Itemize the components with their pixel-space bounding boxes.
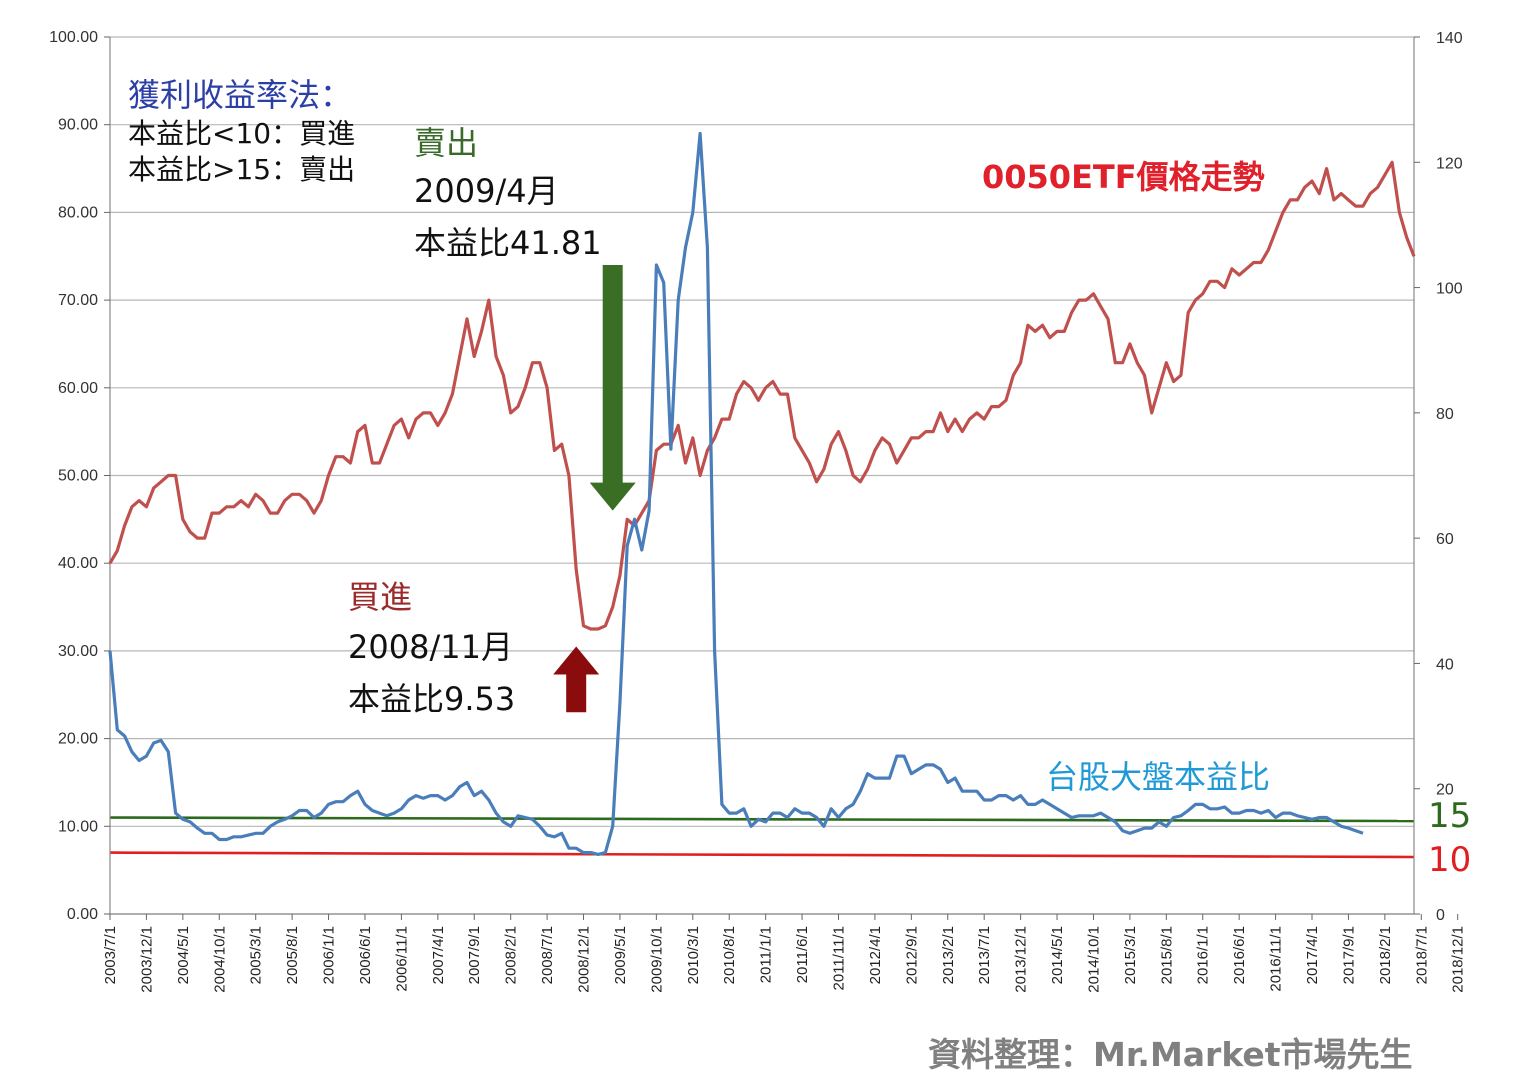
x-tick-label: 2018/2/1	[1377, 926, 1394, 984]
x-tick-label: 2008/7/1	[539, 926, 556, 984]
x-tick-label: 2017/4/1	[1304, 926, 1321, 984]
reference-lines	[109, 816, 1415, 859]
x-tick-label: 2012/9/1	[903, 926, 920, 984]
x-tick-label: 2010/3/1	[685, 926, 702, 984]
x-tick-label: 2003/12/1	[138, 926, 155, 993]
y-left-tick-label: 80.00	[58, 204, 98, 221]
y-right-tick-label: 0	[1436, 907, 1445, 924]
rule-buy-text: 本益比<10：買進	[128, 117, 356, 150]
x-tick-label: 2011/11/1	[830, 926, 847, 991]
x-tick-label: 2010/8/1	[721, 926, 738, 984]
x-tick-label: 2006/11/1	[393, 926, 410, 992]
x-tick-label: 2005/3/1	[248, 926, 265, 984]
x-tick-label: 2014/10/1	[1085, 926, 1102, 993]
source-credit: 資料整理：Mr.Market市場先生	[928, 1035, 1413, 1074]
x-tick-label: 2017/9/1	[1340, 926, 1357, 984]
x-tick-label: 2016/6/1	[1231, 926, 1248, 984]
y-right-tick-label: 40	[1436, 656, 1454, 673]
x-tick-label: 2005/8/1	[284, 926, 301, 984]
x-tick-label: 2016/11/1	[1268, 926, 1285, 992]
x-tick-label: 2018/12/1	[1450, 926, 1467, 993]
x-tick-label: 2004/10/1	[211, 926, 228, 993]
sell-arrow	[589, 265, 636, 511]
ref-line-10-label: 10	[1428, 840, 1472, 880]
x-tick-label: 2008/2/1	[503, 926, 520, 984]
y-left-tick-label: 100.00	[49, 29, 98, 46]
x-tick-label: 2006/1/1	[321, 926, 338, 984]
etf-series-label: 0050ETF價格走勢	[982, 158, 1265, 196]
y-left-tick-label: 10.00	[58, 818, 98, 835]
x-tick-label: 2016/1/1	[1195, 926, 1212, 984]
y-left-tick-label: 60.00	[58, 380, 98, 397]
x-tick-label: 2015/3/1	[1122, 926, 1139, 984]
buy-arrow	[553, 646, 600, 713]
x-tick-label: 2008/12/1	[576, 926, 593, 993]
x-tick-label: 2015/8/1	[1158, 926, 1175, 984]
pe-series-label: 台股大盤本益比	[1046, 758, 1271, 796]
x-tick-label: 2011/6/1	[794, 926, 811, 983]
x-tick-label: 2018/7/1	[1413, 926, 1430, 984]
x-tick-label: 2014/5/1	[1049, 926, 1066, 984]
x-tick-label: 2007/4/1	[430, 926, 447, 984]
buy-pe: 本益比9.53	[348, 680, 516, 718]
y-right-tick-label: 20	[1436, 782, 1454, 799]
y-right-tick-label: 140	[1436, 30, 1463, 47]
y-left-tick-label: 50.00	[58, 468, 98, 485]
buy-title: 買進	[348, 578, 413, 616]
y-left-tick-label: 30.00	[58, 643, 98, 660]
sell-pe: 本益比41.81	[414, 224, 602, 262]
x-tick-label: 2009/10/1	[648, 926, 665, 993]
x-tick-label: 2013/7/1	[976, 926, 993, 984]
y-left-tick-label: 20.00	[58, 731, 98, 748]
x-tick-label: 2009/5/1	[612, 926, 629, 984]
sell-title: 賣出	[414, 124, 479, 162]
ref-line-15-label: 15	[1428, 796, 1472, 836]
y-axis-left-ticks: 0.00 10.00 20.00 30.00 40.00 50.00 60.00 70.00 8…	[49, 29, 110, 923]
arrows	[553, 265, 636, 713]
x-tick-label: 2011/1/1	[758, 926, 775, 983]
y-right-tick-label: 100	[1436, 281, 1463, 298]
y-axis-right-ticks: 0 20 40 60 80 100 120 140	[1414, 30, 1463, 924]
etf-price-line	[108, 160, 1416, 631]
pe-ratio-line	[108, 131, 1364, 856]
x-tick-label: 2004/5/1	[175, 926, 192, 984]
x-tick-label: 2013/2/1	[940, 926, 957, 984]
x-tick-label: 2012/4/1	[867, 926, 884, 984]
buy-date: 2008/11月	[348, 628, 513, 666]
y-right-tick-label: 120	[1436, 155, 1463, 172]
rule-sell-text: 本益比>15：賣出	[128, 153, 356, 186]
y-left-tick-label: 90.00	[58, 117, 98, 134]
reference-line-10	[109, 851, 1415, 859]
x-axis-ticks: 2003/7/1 2003/12/1 2004/5/1 2004/10/1 2005/3…	[102, 914, 1467, 993]
x-tick-label: 2006/6/1	[357, 926, 374, 984]
x-tick-label: 2003/7/1	[102, 926, 119, 984]
rule-title: 獲利收益率法：	[128, 76, 353, 114]
y-left-tick-label: 0.00	[67, 906, 98, 923]
y-left-tick-label: 40.00	[58, 555, 98, 572]
x-tick-label: 2007/9/1	[466, 926, 483, 984]
x-tick-label: 2013/12/1	[1013, 926, 1030, 993]
y-right-tick-label: 60	[1436, 531, 1454, 548]
y-left-tick-label: 70.00	[58, 292, 98, 309]
sell-date: 2009/4月	[414, 172, 559, 210]
y-right-tick-label: 80	[1436, 406, 1454, 423]
series-lines	[108, 131, 1416, 856]
